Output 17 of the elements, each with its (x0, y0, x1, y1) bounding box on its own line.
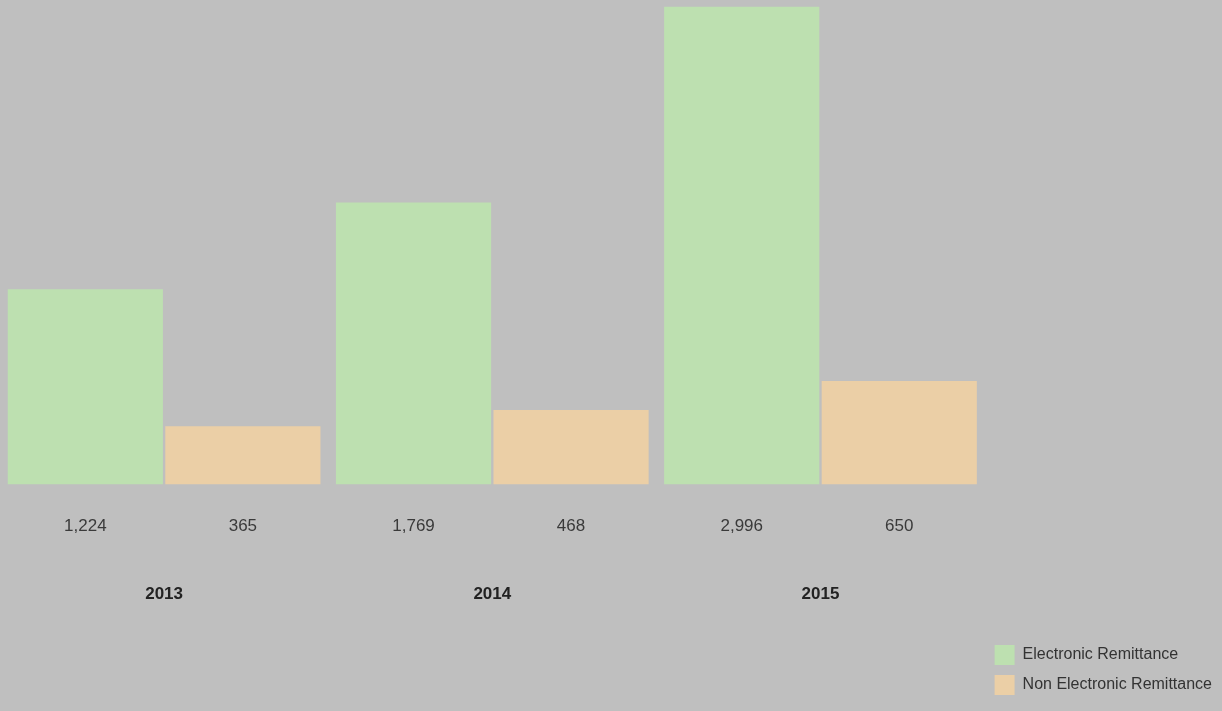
bar (7, 289, 163, 485)
data-label: 1,224 (64, 516, 107, 536)
bar (664, 6, 820, 485)
bar (493, 409, 649, 485)
data-label: 2,996 (720, 516, 763, 536)
x-tick-label: 2014 (473, 584, 512, 604)
bar (335, 202, 492, 485)
data-label: 650 (885, 516, 914, 536)
data-label: 365 (228, 516, 258, 536)
data-label: 1,769 (392, 516, 435, 536)
data-label: 468 (556, 516, 586, 536)
legend-label: Non Electronic Remittance (1022, 675, 1213, 693)
bar (165, 426, 321, 485)
legend-label: Electronic Remittance (1022, 645, 1179, 663)
x-tick-label: 2015 (801, 584, 840, 604)
x-tick-label: 2013 (145, 584, 184, 604)
bar (821, 380, 977, 485)
